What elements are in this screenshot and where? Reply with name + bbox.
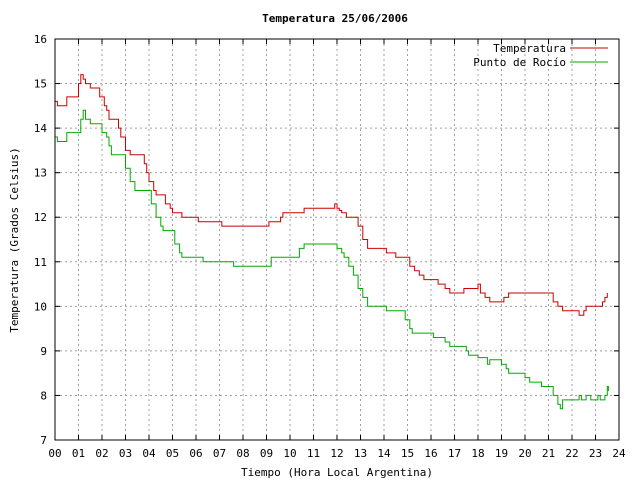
y-tick-label: 15 [34, 78, 47, 91]
y-tick-label: 11 [34, 256, 47, 269]
x-tick-label: 21 [542, 447, 555, 460]
x-tick-label: 15 [401, 447, 414, 460]
y-tick-label: 13 [34, 167, 47, 180]
x-tick-label: 02 [95, 447, 108, 460]
x-tick-label: 16 [424, 447, 437, 460]
x-tick-label: 18 [471, 447, 484, 460]
series-layer [55, 74, 609, 410]
x-tick-label: 07 [213, 447, 226, 460]
x-tick-label: 03 [119, 447, 132, 460]
series-line-temperatura [55, 74, 608, 316]
x-tick-label: 00 [48, 447, 61, 460]
series-line-punto-de-rocio [55, 109, 609, 410]
chart-title: Temperatura 25/06/2006 [262, 12, 408, 25]
x-tick-label: 04 [142, 447, 156, 460]
x-tick-label: 24 [612, 447, 626, 460]
x-tick-label: 09 [260, 447, 273, 460]
x-tick-label: 10 [283, 447, 296, 460]
y-tick-label: 9 [40, 345, 47, 358]
y-tick-label: 7 [40, 434, 47, 447]
x-tick-label: 14 [377, 447, 391, 460]
y-axis-label: Temperatura (Grados Celsius) [8, 147, 21, 332]
x-tick-label: 20 [518, 447, 531, 460]
x-tick-label: 13 [354, 447, 367, 460]
x-axis-label: Tiempo (Hora Local Argentina) [241, 466, 433, 479]
x-tick-label: 22 [565, 447, 578, 460]
x-tick-label: 08 [236, 447, 249, 460]
x-tick-label: 17 [448, 447, 461, 460]
x-tick-label: 11 [307, 447, 320, 460]
y-tick-label: 16 [34, 33, 47, 46]
y-tick-label: 8 [40, 389, 47, 402]
x-tick-label: 06 [189, 447, 202, 460]
x-tick-label: 05 [166, 447, 179, 460]
y-tick-label: 14 [34, 122, 48, 135]
tick-labels: 00 01 02 03 04 05 06 07 08 09 10 11 12 13 14 15 16 17 18 19… [34, 33, 626, 460]
legend-label-temperatura: Temperatura [493, 42, 566, 55]
legend-label-punto-de-rocio: Punto de Rocío [473, 56, 566, 69]
y-tick-label: 12 [34, 211, 47, 224]
grid [55, 39, 619, 440]
x-tick-label: 12 [330, 447, 343, 460]
x-tick-label: 23 [589, 447, 602, 460]
legend: Temperatura Punto de Rocío [473, 42, 608, 69]
x-tick-label: 01 [72, 447, 85, 460]
y-tick-label: 10 [34, 300, 47, 313]
x-tick-label: 19 [495, 447, 508, 460]
